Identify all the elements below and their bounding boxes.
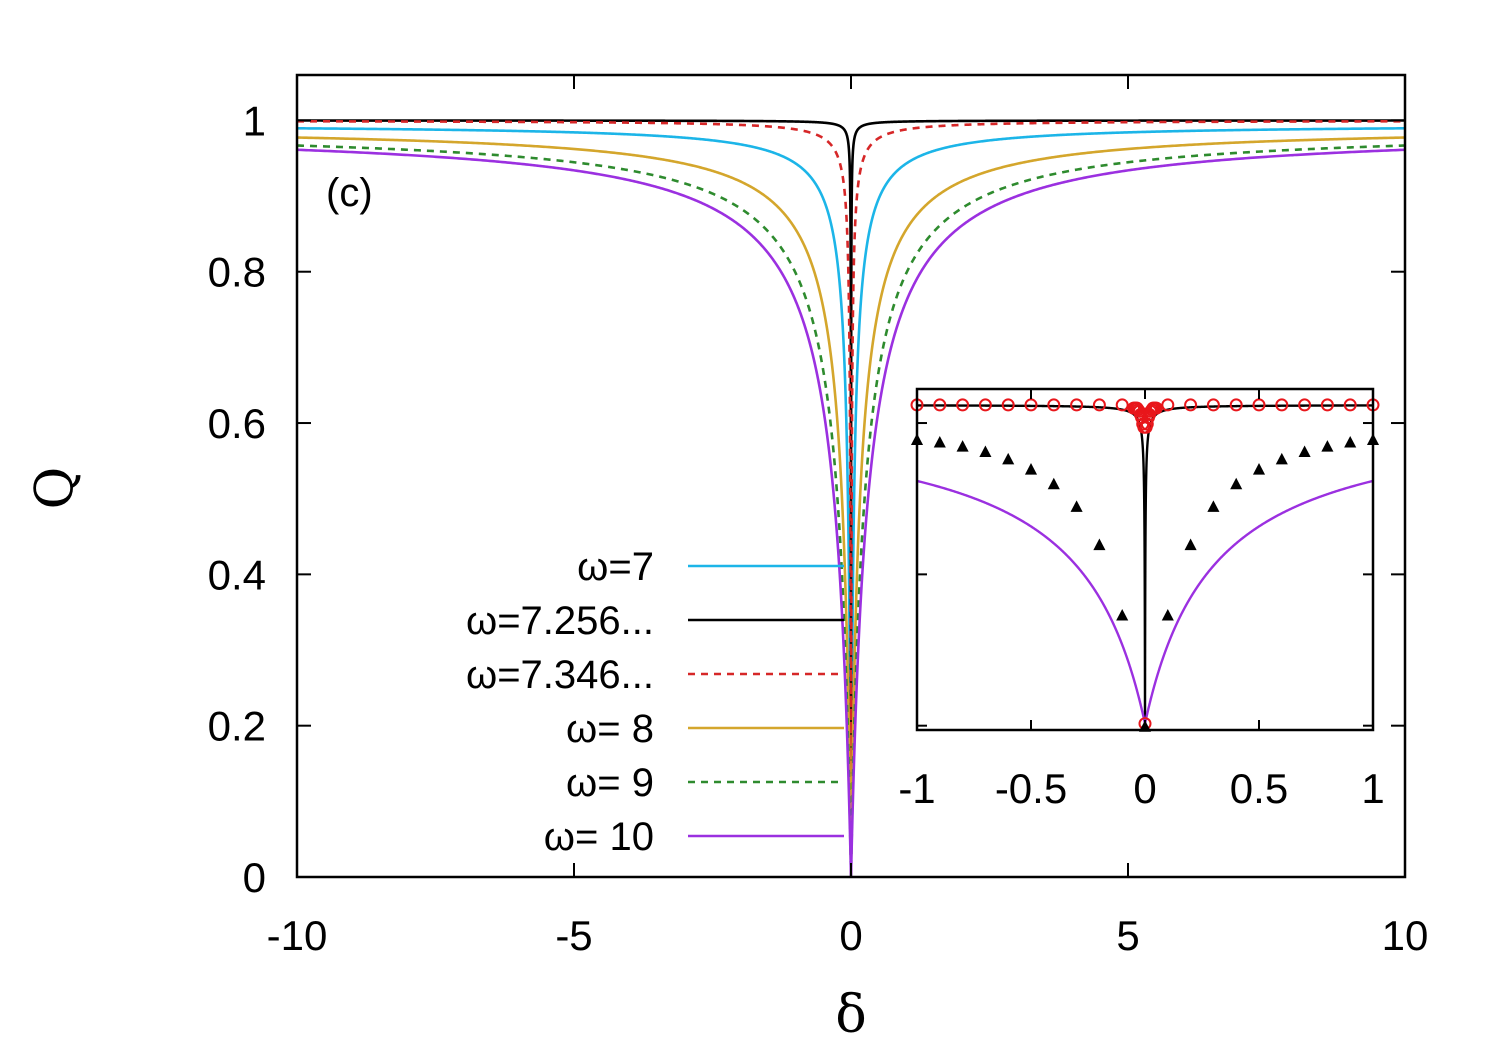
y-tick-label: 1	[243, 97, 266, 144]
inset-triangle-marker	[1093, 538, 1106, 551]
inset-circle-marker	[1001, 398, 1015, 412]
inset-triangle-marker	[1321, 440, 1334, 452]
inset-circle-marker	[1024, 398, 1038, 412]
inset-circle-marker	[1343, 398, 1357, 412]
inset-x-tick-label: 1	[1361, 765, 1384, 812]
series-line-4	[297, 144, 1405, 877]
x-tick-label: 10	[1382, 912, 1429, 959]
series-line-3	[297, 136, 1405, 877]
inset-triangle-marker	[1002, 452, 1015, 465]
inset-circle-marker	[1206, 398, 1220, 412]
inset-triangle-marker	[1184, 538, 1197, 551]
inset-circle-marker	[1161, 398, 1175, 412]
inset-circle-marker	[1115, 398, 1129, 412]
inset-triangle-marker	[1070, 500, 1083, 512]
inset-circle-marker	[933, 398, 947, 412]
x-axis-label: δ	[835, 985, 866, 1045]
legend-label-3: ω= 8	[566, 707, 654, 751]
inset-circle-marker	[978, 398, 992, 412]
legend-label-5: ω= 10	[544, 815, 654, 859]
inset-triangle-marker	[1298, 445, 1311, 458]
inset-circle-marker	[956, 398, 970, 412]
main-plot-curves	[297, 119, 1405, 877]
inset-circle-marker	[1149, 401, 1163, 415]
inset-axis-ticks: -1 -0.5 0 0.5 1	[898, 389, 1385, 812]
series-line-5	[297, 148, 1405, 877]
inset-triangle-marker	[1024, 463, 1038, 475]
x-tick-label: 0	[839, 912, 862, 959]
inset-x-tick-label: 0	[1133, 765, 1156, 812]
legend: ω=7 ω=7.256... ω=7.346... ω= 8 ω= 9 ω= 10	[466, 545, 844, 859]
inset-x-tick-label: -0.5	[995, 765, 1067, 812]
legend-label-4: ω= 9	[566, 761, 654, 805]
inset-triangle-marker	[1207, 500, 1220, 512]
inset-triangle-marker	[1344, 435, 1357, 448]
inset-circle-marker	[1252, 398, 1266, 412]
panel-label: (c)	[326, 171, 373, 215]
inset-x-tick-label: -1	[898, 765, 935, 812]
inset-triangle-marker	[1161, 608, 1174, 621]
inset-triangle-marker	[1116, 608, 1129, 621]
inset-triangle-marker	[1252, 463, 1266, 475]
series-line-1	[297, 119, 1405, 877]
inset-circle-marker	[1092, 398, 1106, 412]
inset-series-line-0	[917, 404, 1373, 724]
inset-triangle-marker	[1047, 477, 1060, 490]
inset-circle-marker	[1184, 398, 1198, 412]
x-tick-label: -5	[555, 912, 592, 959]
inset-circle-marker	[1275, 398, 1289, 412]
y-tick-label: 0.8	[208, 249, 266, 296]
inset-circle-marker	[1070, 398, 1084, 412]
inset-triangle-marker	[956, 440, 969, 452]
legend-label-0: ω=7	[577, 545, 654, 589]
legend-label-2: ω=7.346...	[466, 653, 654, 697]
series-line-0	[297, 127, 1405, 877]
y-axis-label: Q	[25, 467, 85, 510]
x-tick-label: 5	[1116, 912, 1139, 959]
x-tick-label: -10	[267, 912, 328, 959]
legend-label-1: ω=7.256...	[466, 599, 654, 643]
inset-triangle-marker	[1230, 477, 1243, 490]
inset-circle-marker	[1047, 398, 1061, 412]
inset-triangle-marker	[933, 435, 946, 448]
inset-triangle-marker	[1275, 452, 1288, 465]
y-tick-label: 0.4	[208, 551, 266, 598]
inset-circle-marker	[1320, 398, 1334, 412]
inset-circle-marker	[1298, 398, 1312, 412]
y-tick-label: 0.2	[208, 703, 266, 750]
y-tick-label: 0	[243, 854, 266, 901]
y-tick-label: 0.6	[208, 400, 266, 447]
inset-circle-marker	[1229, 398, 1243, 412]
inset-triangle-marker	[979, 445, 992, 458]
inset-x-tick-label: 0.5	[1230, 765, 1288, 812]
